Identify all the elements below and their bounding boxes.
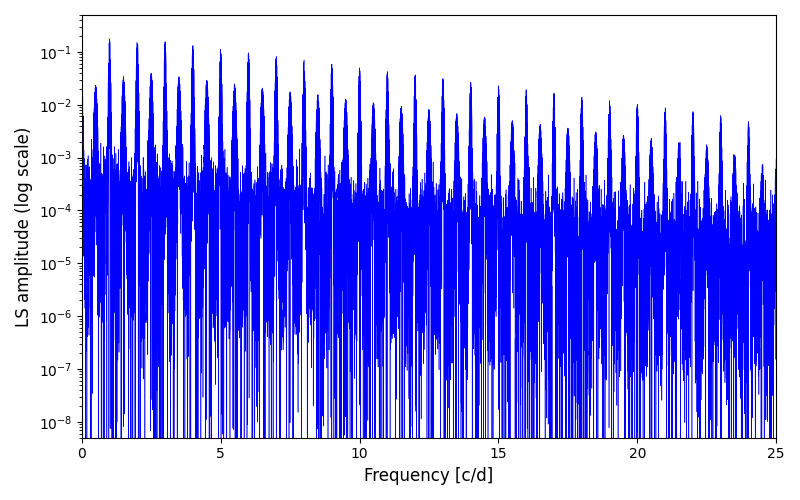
Y-axis label: LS amplitude (log scale): LS amplitude (log scale) (15, 126, 33, 326)
X-axis label: Frequency [c/d]: Frequency [c/d] (364, 467, 494, 485)
